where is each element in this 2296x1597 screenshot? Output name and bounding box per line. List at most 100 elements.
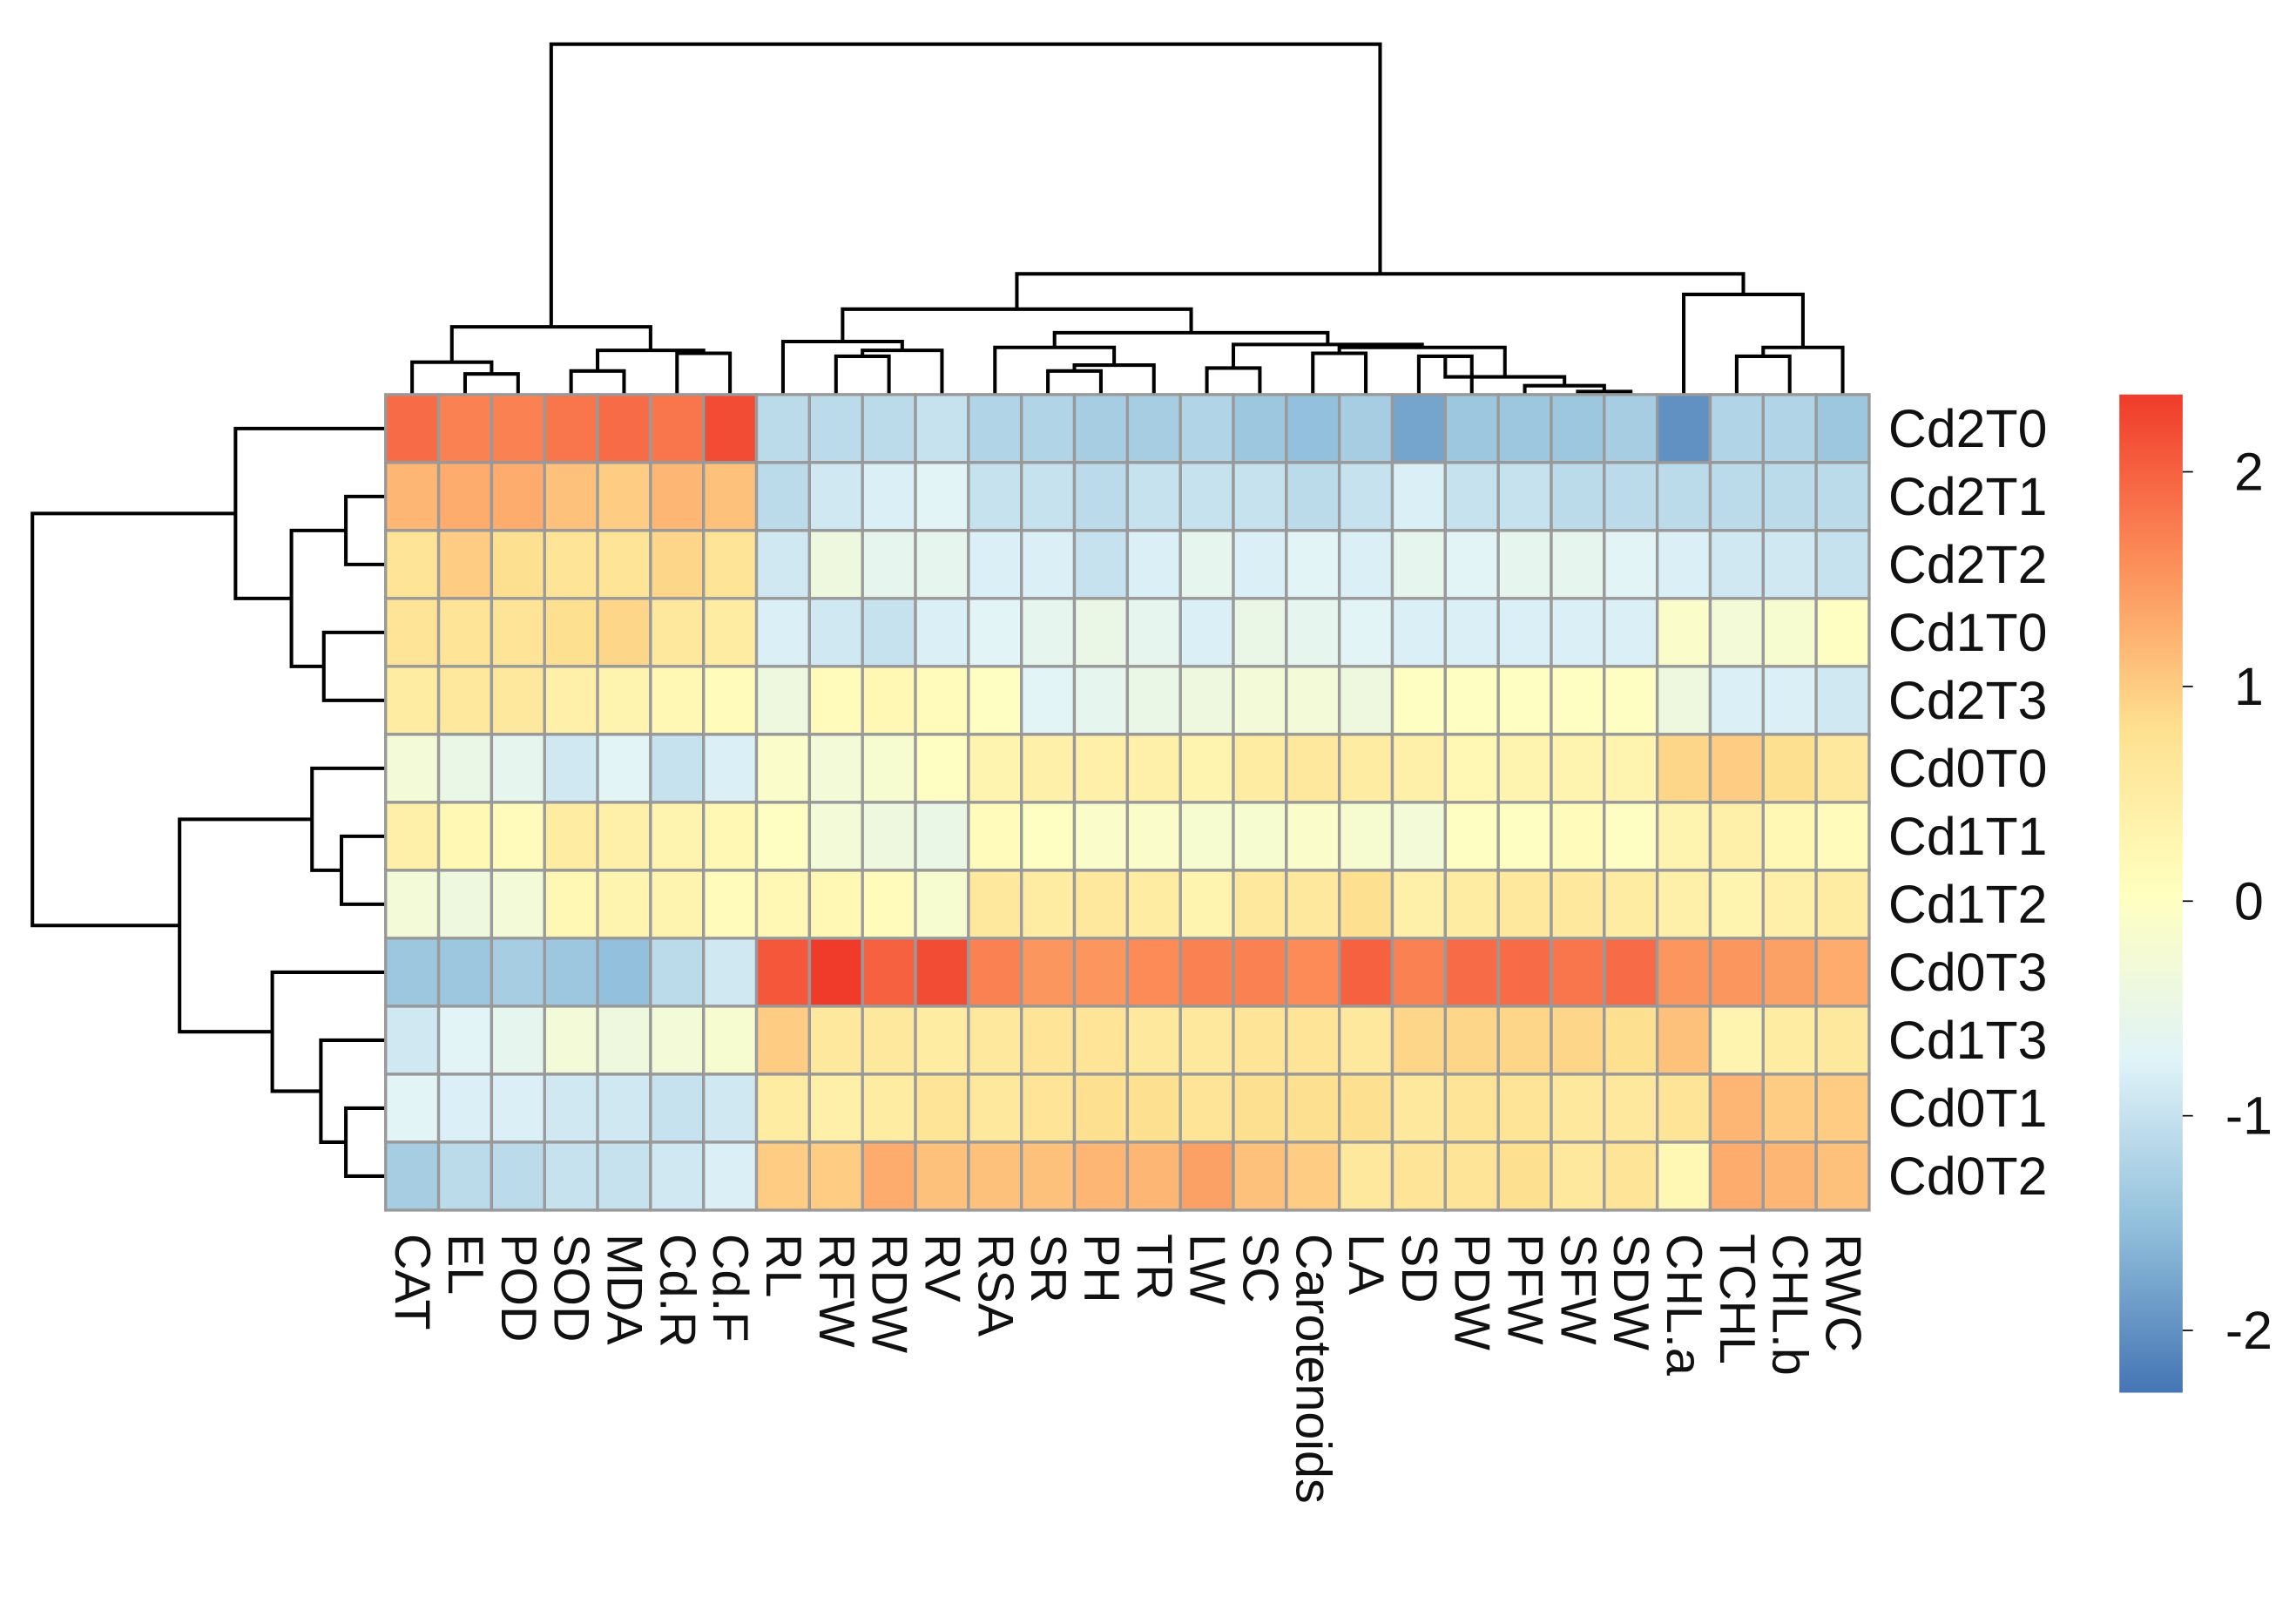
heat-cell <box>384 733 441 804</box>
heat-cell <box>967 937 1023 1008</box>
dendrogram-branch <box>675 351 733 395</box>
heat-cell <box>754 1005 812 1076</box>
heat-cell <box>649 869 706 940</box>
heat-cell <box>702 1005 759 1076</box>
row-label: Cd1T1 <box>1888 807 2048 866</box>
heat-cell <box>436 529 494 600</box>
heat-cell <box>1178 597 1235 668</box>
heat-cell <box>967 665 1023 736</box>
heat-cell <box>1550 1005 1606 1076</box>
column-label: CHL.a <box>1656 1234 1712 1376</box>
heat-cell <box>490 529 546 600</box>
heat-cell <box>861 1073 917 1144</box>
heat-cell <box>1761 733 1818 804</box>
heat-cell <box>1761 393 1818 464</box>
heat-cell <box>1072 665 1130 736</box>
dendrogram-branch <box>569 369 626 395</box>
heat-cell <box>1125 1073 1182 1144</box>
heat-cell <box>1232 1073 1288 1144</box>
heat-cell <box>1178 869 1235 940</box>
heat-cell <box>1814 801 1871 872</box>
heat-cell <box>1072 1140 1130 1212</box>
heat-cell <box>1761 1005 1818 1076</box>
row-label: Cd1T0 <box>1888 603 2048 662</box>
heat-cell <box>1603 597 1659 668</box>
heat-cell <box>490 665 546 736</box>
heat-cell <box>754 1073 812 1144</box>
heat-cell <box>649 733 706 804</box>
heat-cell <box>490 461 546 532</box>
heat-cell <box>1072 597 1130 668</box>
heat-cell <box>1125 937 1182 1008</box>
column-label: PFW <box>1497 1234 1553 1345</box>
heat-cell <box>1550 529 1606 600</box>
heat-cell <box>1019 733 1077 804</box>
heat-cell <box>967 1140 1023 1212</box>
dendrogram-branch <box>178 817 313 1034</box>
heat-cell <box>1125 665 1182 736</box>
heat-cell <box>1178 529 1235 600</box>
heat-cell <box>596 597 652 668</box>
heat-cell <box>384 1005 441 1076</box>
heat-cell <box>1232 597 1288 668</box>
heat-cell <box>1603 461 1659 532</box>
heat-cell <box>384 937 441 1008</box>
heat-cell <box>1285 1073 1341 1144</box>
heat-cell <box>1496 393 1553 464</box>
heat-cell <box>1761 597 1818 668</box>
dendrogram-branch <box>463 372 520 395</box>
heat-cell <box>1603 937 1659 1008</box>
heat-cell <box>1337 937 1394 1008</box>
heat-cell <box>1125 1140 1182 1212</box>
heat-cell <box>1232 1005 1288 1076</box>
heat-cell <box>914 1073 970 1144</box>
heat-cell <box>1655 937 1712 1008</box>
heat-cell <box>914 597 970 668</box>
heat-cell <box>1603 869 1659 940</box>
heat-cell <box>1814 1005 1871 1076</box>
heat-cell <box>1285 801 1341 872</box>
heat-cell <box>1390 801 1448 872</box>
dendrogram-branch <box>410 360 494 395</box>
dendrogram-branch <box>310 766 386 872</box>
heat-cell <box>1814 597 1871 668</box>
column-label: LA <box>1338 1234 1394 1296</box>
heat-cell <box>1337 461 1394 532</box>
heat-cell <box>702 869 759 940</box>
heat-cell <box>1125 529 1182 600</box>
heat-cell <box>754 869 812 940</box>
heat-cell <box>1019 529 1077 600</box>
heat-cell <box>1603 1005 1659 1076</box>
heat-cell <box>807 869 864 940</box>
column-label: SR <box>1020 1234 1076 1303</box>
heat-cell <box>1072 733 1130 804</box>
heat-cell <box>1019 461 1077 532</box>
row-label: Cd0T0 <box>1888 739 2048 798</box>
dendrogram-branch <box>233 426 386 600</box>
heat-cell <box>1178 733 1235 804</box>
heat-cell <box>807 461 864 532</box>
heat-cell <box>807 597 864 668</box>
heat-cell <box>1708 393 1765 464</box>
heat-cell <box>1390 529 1448 600</box>
row-label: Cd2T0 <box>1888 399 2048 458</box>
heat-cell <box>596 461 652 532</box>
heat-cell <box>1655 393 1712 464</box>
heat-cell <box>1232 1140 1288 1212</box>
heat-cell <box>754 733 812 804</box>
heat-cell <box>967 1073 1023 1144</box>
heat-cell <box>1761 1140 1818 1212</box>
row-label: Cd0T3 <box>1888 943 2048 1002</box>
heat-cell <box>967 801 1023 872</box>
heat-cell <box>1178 665 1235 736</box>
column-label: SDW <box>1603 1234 1658 1351</box>
heat-cell <box>596 937 652 1008</box>
heat-cell <box>1443 1073 1500 1144</box>
heat-cell <box>1496 801 1553 872</box>
heat-cell <box>967 869 1023 940</box>
column-label: CAT <box>384 1234 440 1330</box>
dendrogram-branch <box>549 42 1382 328</box>
column-label: CHL.b <box>1762 1234 1818 1376</box>
heat-cell <box>1814 1140 1871 1212</box>
